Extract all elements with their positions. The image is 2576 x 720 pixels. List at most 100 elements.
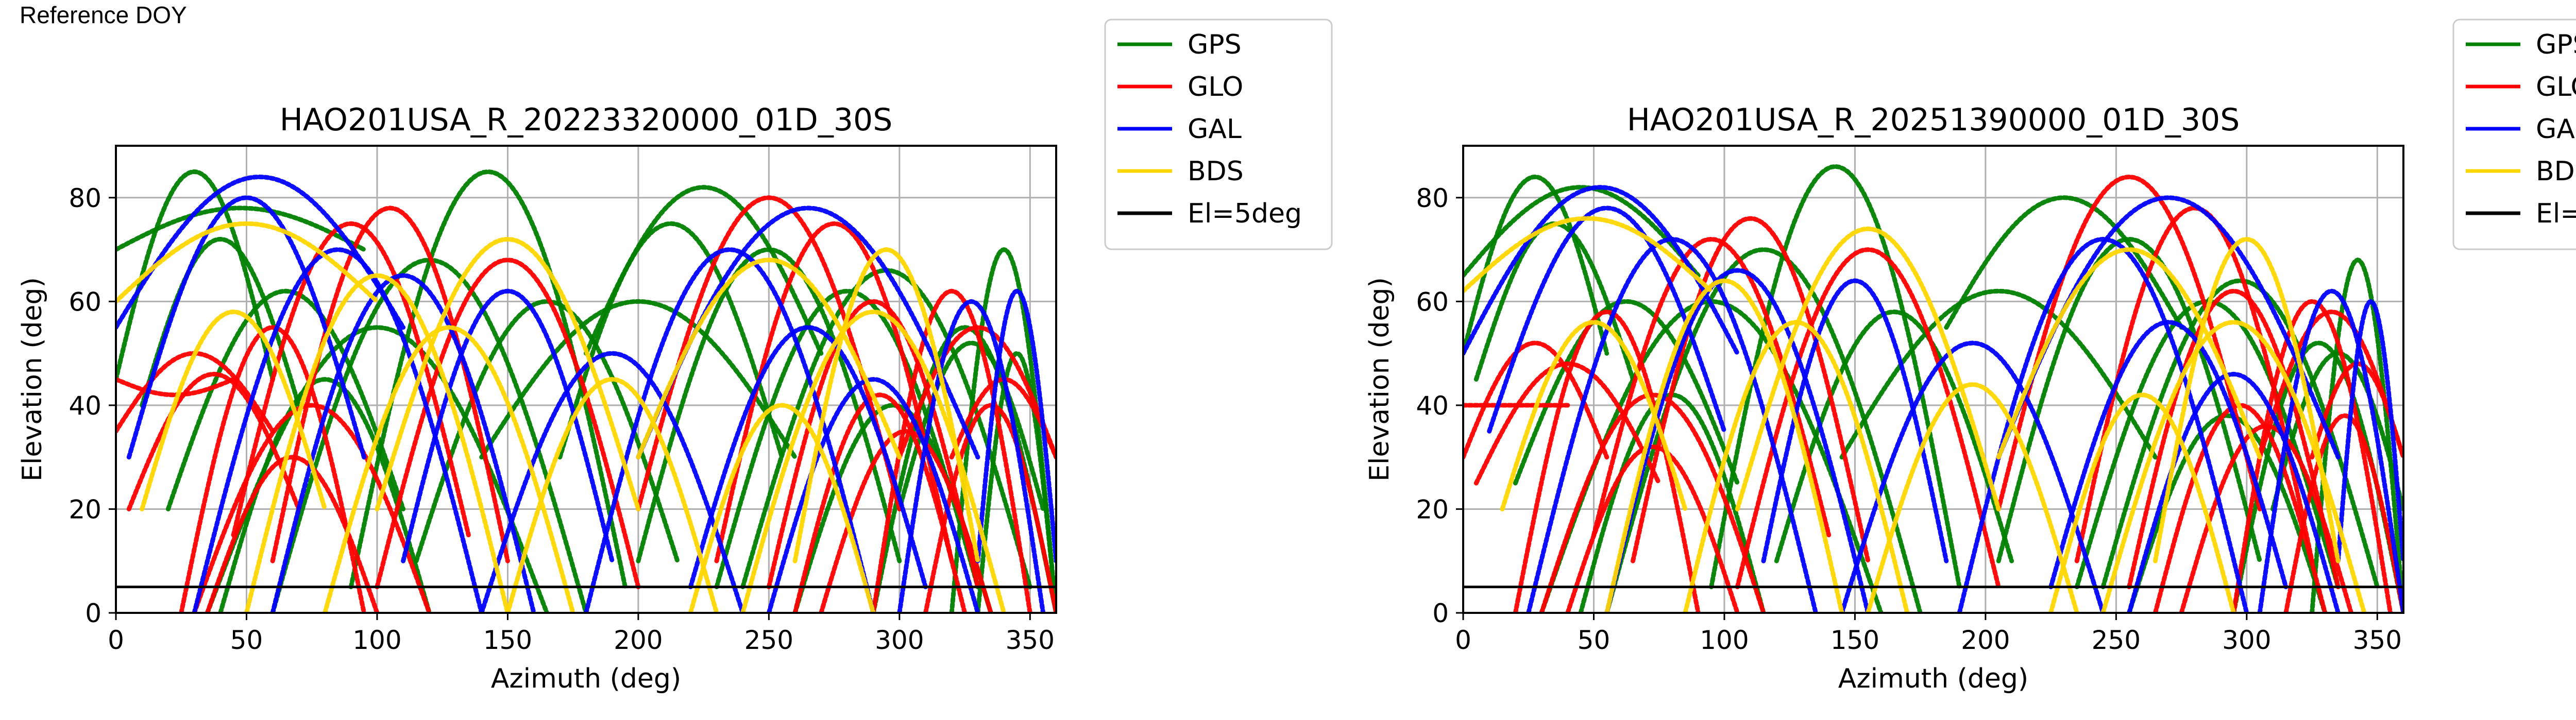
satellite-track-gps [1463, 174, 1609, 356]
satellite-track-bds [375, 236, 641, 511]
satellite-track-gal [897, 299, 1046, 613]
y-tick-label: 60 [1416, 287, 1449, 317]
satellite-track-gps [165, 288, 406, 511]
y-tick-label: 20 [1416, 494, 1449, 524]
legend-label-glo: GLO [2536, 72, 2576, 102]
satellite-track-gps [714, 288, 980, 590]
legend-box [1104, 19, 1333, 250]
satellite-track-gal [2335, 299, 2403, 563]
satellite-track-gal [116, 174, 406, 330]
satellite-track-bds [1463, 216, 1714, 294]
satellite-track-glo [1539, 392, 1766, 613]
satellite-track-glo [792, 392, 968, 613]
satellite-track-gal [192, 247, 484, 613]
satellite-track-gal [401, 288, 615, 563]
y-tick-label: 40 [69, 391, 101, 421]
satellite-track-bds [1996, 247, 2262, 460]
satellite-track-bds [1604, 278, 1844, 613]
y-tick-label: 0 [85, 598, 101, 628]
satellite-track-gal [2257, 288, 2403, 613]
chart-title: HAO201USA_R_20251390000_01D_30S [1627, 102, 2240, 138]
satellite-track-glo [116, 377, 236, 398]
satellite-track-bds [323, 325, 575, 613]
satellite-track-gal [270, 273, 536, 613]
x-tick-label: 350 [1006, 625, 1055, 655]
x-tick-label: 100 [352, 625, 401, 655]
satellite-track-gps [1463, 185, 1701, 278]
satellite-track-gps [557, 221, 785, 460]
x-axis-label: Azimuth (deg) [1838, 663, 2028, 694]
y-axis-label: Elevation (deg) [17, 277, 48, 482]
satellite-track-bds [1500, 320, 1688, 511]
legend-label-gps: GPS [2536, 29, 2576, 60]
data-layer [1463, 164, 2403, 613]
x-tick-label: 0 [1455, 625, 1471, 655]
satellite-track-glo [1513, 309, 1701, 613]
x-axis-label: Azimuth (deg) [491, 663, 681, 694]
satellite-track-glo [2127, 288, 2341, 590]
legend: GPS GLO GAL BDS El=5deg [2452, 19, 2576, 250]
satellite-track-gal [584, 247, 876, 613]
y-tick-label: 0 [1432, 598, 1449, 628]
x-tick-label: 150 [483, 625, 532, 655]
x-tick-label: 50 [230, 625, 263, 655]
satellite-track-glo [192, 403, 432, 613]
satellite-track-glo [375, 258, 641, 590]
satellite-track-gps [975, 351, 1056, 613]
y-tick-label: 20 [69, 494, 101, 524]
satellite-track-gps [1513, 299, 1740, 486]
x-tick-label: 250 [744, 625, 793, 655]
satellite-track-glo [179, 325, 367, 613]
satellite-track-gal [1526, 236, 1818, 613]
satellite-track-gal [2048, 320, 2289, 590]
satellite-track-gps [1996, 236, 2262, 563]
plot-frame [1462, 145, 2404, 614]
x-tick-label: 0 [108, 625, 124, 655]
y-tick-label: 60 [69, 287, 101, 317]
x-tick-label: 200 [614, 625, 663, 655]
satellite-track-gps [1709, 164, 1962, 590]
satellite-track-bds [1735, 226, 2001, 511]
x-tick-label: 150 [1831, 625, 1879, 655]
satellite-track-glo [1473, 361, 1662, 486]
legend-box [2452, 19, 2576, 250]
legend-label-mask: El=5deg [2536, 198, 2576, 229]
satellite-track-glo [270, 205, 510, 563]
data-layer [116, 169, 1056, 613]
satellite-track-gps [1944, 195, 2184, 330]
satellite-track-gal [766, 376, 980, 613]
satellite-track-bds [505, 376, 719, 613]
satellite-track-gal [1957, 236, 2249, 613]
satellite-track-gps [140, 236, 301, 408]
legend-label-gal: GAL [2536, 114, 2576, 145]
satellite-track-bds [140, 309, 328, 511]
x-tick-label: 200 [1961, 625, 2010, 655]
satellite-track-gal [2127, 371, 2341, 613]
satellite-track-gal [126, 195, 367, 460]
legend-label-mask: El=5deg [1188, 198, 1302, 229]
x-tick-label: 50 [1578, 625, 1611, 655]
satellite-track-bds [2153, 236, 2341, 563]
legend-label-bds: BDS [1188, 156, 1244, 187]
x-tick-label: 350 [2353, 625, 2402, 655]
satellite-track-glo [766, 299, 980, 590]
satellite-track-gal [1487, 205, 1727, 434]
legend: GPS GLO GAL BDS El=5deg [1104, 19, 1333, 250]
satellite-track-gal [479, 351, 745, 613]
satellite-track-bds [2048, 392, 2236, 613]
satellite-track-glo [126, 371, 301, 511]
satellite-track-gal [975, 288, 1056, 563]
legend-label-bds: BDS [2536, 156, 2576, 187]
y-tick-label: 80 [69, 183, 101, 213]
satellite-track-bds [792, 247, 980, 563]
x-tick-label: 300 [875, 625, 924, 655]
x-tick-label: 250 [2092, 625, 2141, 655]
satellite-track-bds [688, 403, 876, 613]
chart-title: HAO201USA_R_20223320000_01D_30S [280, 102, 893, 138]
satellite-track-gps [1774, 309, 2014, 563]
plot-frame [115, 145, 1057, 614]
satellite-track-bds [116, 221, 380, 304]
legend-label-gps: GPS [1188, 29, 1242, 60]
satellite-track-gal [1839, 340, 2106, 613]
